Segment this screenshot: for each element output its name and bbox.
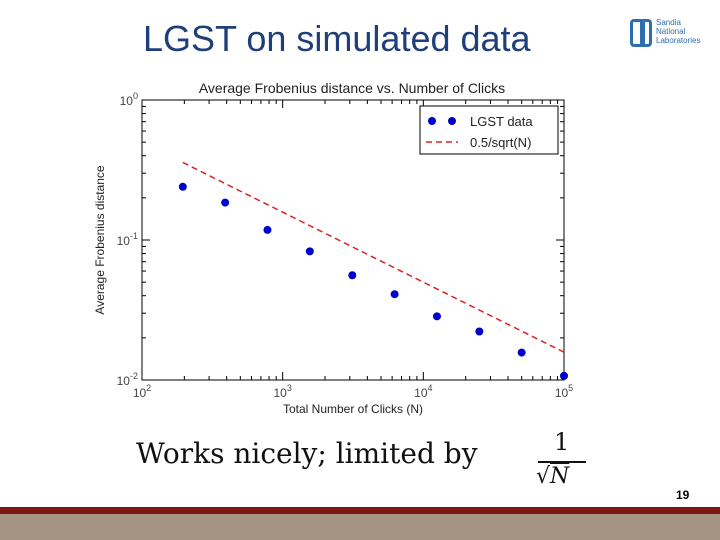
data-point [390, 290, 399, 299]
x-tick-label: 104 [414, 383, 432, 400]
x-axis-label: Total Number of Clicks (N) [283, 402, 423, 416]
logo-line: Laboratories [656, 36, 701, 45]
y-tick-label: 10-1 [117, 231, 138, 248]
logo-line: Sandia [656, 18, 681, 27]
legend-marker-lgst [428, 117, 436, 125]
legend-label-lgst: LGST data [470, 114, 533, 129]
data-point [178, 182, 187, 191]
fraction-bar [538, 461, 586, 463]
data-point [475, 327, 484, 336]
data-point [263, 225, 272, 234]
chart: Average Frobenius distance vs. Number of… [93, 80, 574, 416]
data-point [305, 247, 314, 256]
y-tick-label: 10-2 [117, 371, 138, 388]
y-tick-label: 100 [120, 91, 138, 108]
sandia-logo-icon [630, 19, 652, 47]
formula-denominator: √N [536, 464, 569, 489]
x-tick-label: 102 [133, 383, 151, 400]
page-number: 19 [676, 488, 690, 502]
x-tick-label: 105 [555, 383, 573, 400]
formula: 1 √N [536, 428, 596, 492]
footer-bar-red [0, 507, 720, 514]
caption: Works nicely; limited by [136, 437, 478, 470]
legend-box [419, 105, 559, 155]
slide-title: LGST on simulated data [143, 18, 531, 59]
data-point [560, 371, 568, 380]
data-point [432, 312, 441, 321]
axis-ticks: 102 103 104 105 100 10-1 10-2 [117, 91, 574, 400]
sqrt-icon: √ [536, 464, 551, 489]
data-point [221, 198, 230, 207]
logo-text: Sandia National Laboratories [656, 18, 710, 45]
legend-marker-lgst [448, 117, 456, 125]
logo-line: National [656, 27, 686, 36]
series-layer [178, 161, 568, 380]
y-axis-label: Average Frobenius distance [93, 165, 107, 315]
fit-line [182, 161, 565, 353]
footer-bar-tan [0, 514, 720, 540]
formula-root-arg: N [550, 464, 570, 489]
chart-title: Average Frobenius distance vs. Number of… [199, 80, 505, 96]
x-tick-label: 103 [273, 383, 291, 400]
sandia-logo: Sandia National Laboratories [630, 18, 710, 52]
data-point [348, 271, 357, 280]
legend-label-fit: 0.5/sqrt(N) [470, 135, 531, 150]
data-point [517, 348, 526, 357]
formula-numerator: 1 [554, 428, 570, 456]
legend: LGST data 0.5/sqrt(N) [419, 105, 559, 155]
